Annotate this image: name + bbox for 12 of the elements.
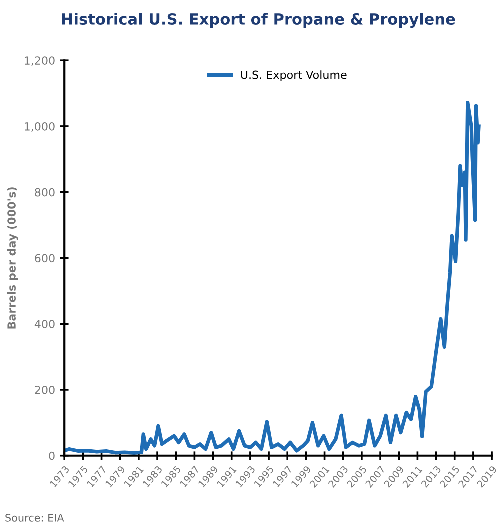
line-series bbox=[64, 100, 481, 456]
y-tick-label: 400 bbox=[34, 320, 55, 328]
y-tick-label: 0 bbox=[49, 452, 55, 460]
y-tick-label: 1,200 bbox=[24, 56, 55, 66]
y-tick-label: 1,000 bbox=[24, 122, 55, 132]
y-tick-label: 600 bbox=[35, 254, 55, 263]
legend-label: U.S. Export Volume bbox=[241, 70, 347, 82]
chart-title: Historical U.S. Export of Propane & Propylene bbox=[62, 13, 456, 28]
source-note: Source: EIA bbox=[6, 514, 64, 522]
y-axis-title: Barrels per day (000's) bbox=[7, 188, 18, 329]
y-tick-label: 800 bbox=[35, 188, 55, 197]
y-tick-label: 200 bbox=[35, 386, 55, 394]
